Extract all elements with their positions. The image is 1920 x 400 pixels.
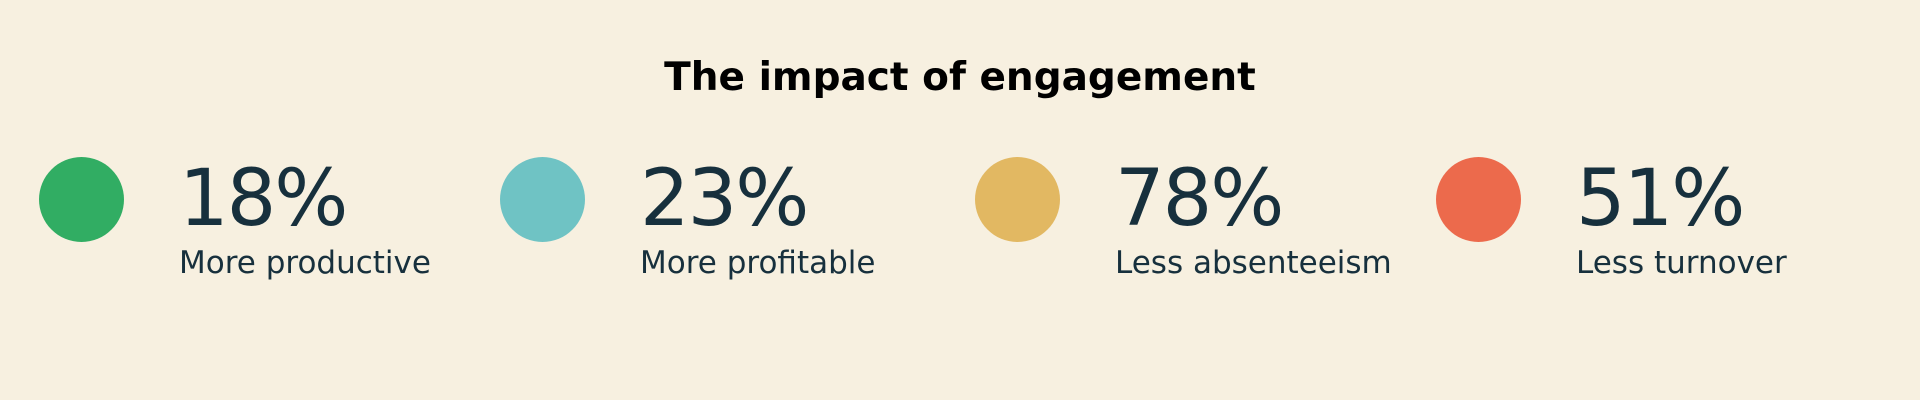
stat-value: 23% — [640, 154, 809, 244]
red-dot-icon — [1436, 157, 1521, 242]
stat-value: 78% — [1115, 154, 1284, 244]
stat-value: 18% — [179, 154, 348, 244]
yellow-dot-icon — [975, 157, 1060, 242]
teal-dot-icon — [500, 157, 585, 242]
green-dot-icon — [39, 157, 124, 242]
stat-label: Less turnover — [1576, 245, 1787, 281]
stat-label: More productive — [179, 245, 431, 281]
stat-label: More profitable — [640, 245, 876, 281]
page-title: The impact of engagement — [664, 55, 1256, 100]
stat-label: Less absenteeism — [1115, 245, 1392, 281]
stat-value: 51% — [1576, 154, 1745, 244]
